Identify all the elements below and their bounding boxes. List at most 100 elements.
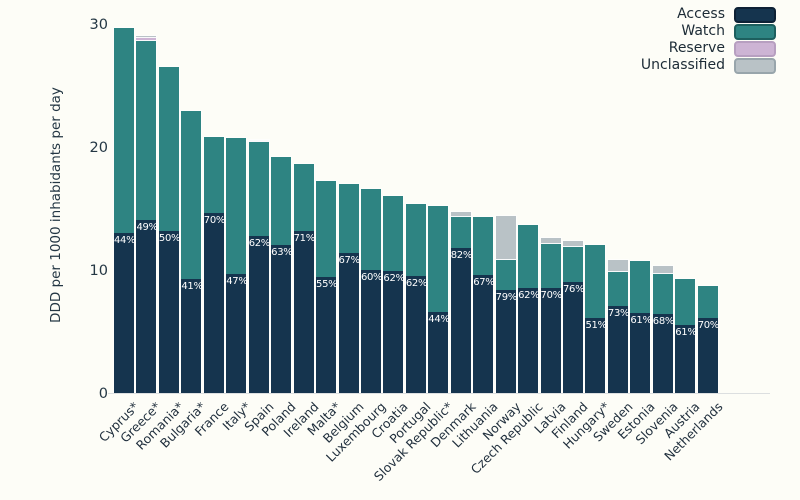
legend-swatch-reserve xyxy=(734,40,776,57)
segment-watch-croatia xyxy=(383,196,404,272)
bar-italy: 47% xyxy=(226,138,248,393)
bar-greece: 49% xyxy=(136,36,158,393)
access-pct-label-croatia: 62% xyxy=(383,273,405,285)
segment-watch-cyprus xyxy=(114,27,134,234)
bar-slovak-republic: 44% xyxy=(428,206,450,393)
bar-portugal: 62% xyxy=(405,203,427,393)
bar-sweden: 73% xyxy=(607,260,630,393)
segment-access-norway xyxy=(495,289,516,393)
segment-access-latvia xyxy=(540,288,561,393)
segment-watch-slovak-republic xyxy=(428,206,449,312)
segment-access-denmark xyxy=(450,247,471,393)
access-pct-label-estonia: 61% xyxy=(630,315,652,327)
access-pct-label-hungary: 51% xyxy=(585,319,607,331)
access-pct-label-sweden: 73% xyxy=(607,307,630,319)
access-pct-label-slovenia: 68% xyxy=(652,316,675,328)
segment-unclassified-norway xyxy=(495,215,516,261)
segment-access-hungary xyxy=(585,317,606,393)
segment-access-ireland xyxy=(293,230,314,393)
segment-watch-estonia xyxy=(630,261,651,314)
access-pct-label-france: 70% xyxy=(203,215,226,227)
segment-unclassified-finland xyxy=(563,240,583,247)
access-pct-label-czech-republic: 62% xyxy=(518,290,540,302)
bar-netherlands: 70% xyxy=(697,286,719,393)
access-pct-label-romania: 50% xyxy=(158,232,181,244)
segment-unclassified-sweden xyxy=(607,260,628,273)
bar-poland: 63% xyxy=(271,156,293,393)
access-pct-label-bulgaria: 41% xyxy=(181,280,203,292)
segment-watch-greece xyxy=(136,41,157,220)
segment-watch-netherlands xyxy=(697,286,718,318)
bar-estonia: 61% xyxy=(630,261,652,393)
access-pct-label-norway: 79% xyxy=(495,291,518,303)
segment-watch-malta xyxy=(316,181,337,278)
access-pct-label-belgium: 67% xyxy=(338,254,361,266)
legend-row-access: Access xyxy=(641,6,776,23)
legend-row-unclassified: Unclassified xyxy=(641,57,776,74)
bar-lithuania: 67% xyxy=(473,217,495,393)
segment-unclassified-denmark xyxy=(450,212,471,217)
segment-watch-lithuania xyxy=(473,217,494,275)
bar-finland: 76% xyxy=(563,240,585,393)
segment-access-bulgaria xyxy=(181,278,202,393)
bar-bulgaria: 41% xyxy=(181,111,203,393)
segment-access-finland xyxy=(563,282,583,393)
access-pct-label-slovak-republic: 44% xyxy=(428,313,450,325)
segment-watch-latvia xyxy=(540,244,561,289)
segment-watch-romania xyxy=(158,67,179,231)
segment-reserve-spain xyxy=(248,140,269,143)
legend-swatch-access xyxy=(734,6,776,23)
segment-watch-hungary xyxy=(585,245,606,318)
legend-row-watch: Watch xyxy=(641,23,776,40)
access-pct-label-malta: 55% xyxy=(316,279,338,291)
access-pct-label-cyprus: 44% xyxy=(114,235,136,247)
plot-area: 44% 49% 50% 41% 70% 47% 62% 63% 71% 55% 67% 60% 62% 6… xyxy=(114,24,734,393)
segment-unclassified-greece xyxy=(136,36,157,38)
segment-unclassified-latvia xyxy=(540,238,561,245)
bar-spain: 62% xyxy=(248,139,271,393)
bar-malta: 55% xyxy=(316,181,338,393)
segment-watch-poland xyxy=(271,156,292,246)
segment-access-malta xyxy=(316,277,337,393)
segment-watch-italy xyxy=(226,138,247,274)
access-pct-label-italy: 47% xyxy=(226,275,248,287)
segment-watch-sweden xyxy=(607,272,628,306)
bar-romania: 50% xyxy=(158,67,181,393)
segment-reserve-greece xyxy=(136,37,157,42)
segment-watch-norway xyxy=(495,260,516,290)
legend-row-reserve: Reserve xyxy=(641,40,776,57)
y-axis-ticks: 0 10 20 30 xyxy=(0,17,108,402)
legend-swatch-unclassified xyxy=(734,57,776,74)
bar-cyprus: 44% xyxy=(114,27,136,393)
segment-access-netherlands xyxy=(697,317,718,393)
access-pct-label-latvia: 70% xyxy=(540,290,563,302)
segment-unclassified-slovenia xyxy=(652,266,673,274)
segment-access-italy xyxy=(226,273,247,393)
segment-watch-bulgaria xyxy=(181,111,202,279)
y-tick-label-30: 30 xyxy=(89,16,108,33)
access-pct-label-poland: 63% xyxy=(271,247,293,259)
legend-label-access: Access xyxy=(677,6,725,22)
segment-access-slovak-republic xyxy=(428,311,449,393)
y-tick-label-0: 0 xyxy=(98,385,108,402)
x-axis-ticks: Cyprus* Greece* Romania* Bulgaria* France Ita… xyxy=(96,399,754,499)
segment-access-luxembourg xyxy=(360,270,381,393)
segment-watch-luxembourg xyxy=(360,188,381,270)
access-pct-label-ireland: 71% xyxy=(293,232,316,244)
segment-access-belgium xyxy=(338,252,359,393)
segment-access-spain xyxy=(248,235,269,393)
y-tick-label-20: 20 xyxy=(89,139,108,156)
x-axis-line xyxy=(108,393,770,394)
bar-luxembourg: 60% xyxy=(360,188,383,393)
segment-watch-denmark xyxy=(450,216,471,248)
segment-watch-ireland xyxy=(293,164,314,231)
segment-access-cyprus xyxy=(114,233,134,393)
segment-access-austria xyxy=(675,325,696,393)
access-pct-label-spain: 62% xyxy=(248,237,271,249)
segment-watch-finland xyxy=(563,246,583,283)
access-pct-label-lithuania: 67% xyxy=(473,276,495,288)
segment-access-poland xyxy=(271,245,292,393)
segment-watch-slovenia xyxy=(652,273,673,315)
legend-label-reserve: Reserve xyxy=(668,40,725,56)
